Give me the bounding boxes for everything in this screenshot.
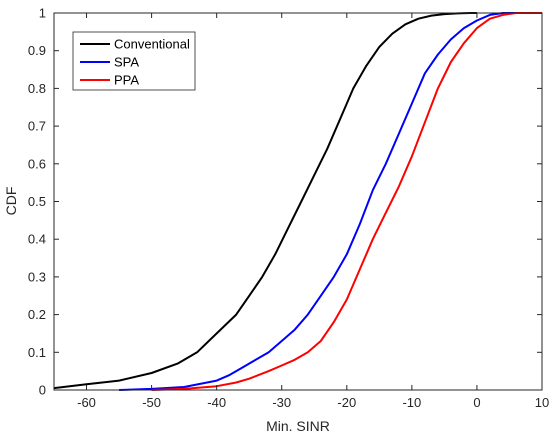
y-tick-label: 0.7 bbox=[28, 119, 46, 134]
series-line-conventional bbox=[53, 12, 477, 390]
x-tick-label: -60 bbox=[77, 395, 96, 410]
y-tick-label: 0.2 bbox=[28, 307, 46, 322]
y-tick-label: 1 bbox=[39, 6, 46, 21]
legend-label-spa: SPA bbox=[114, 55, 139, 70]
y-tick-label: 0.1 bbox=[28, 345, 46, 360]
series-line-spa bbox=[119, 12, 542, 391]
x-tick-label: -20 bbox=[337, 395, 356, 410]
x-tick-label: -40 bbox=[207, 395, 226, 410]
legend: Conventional SPA PPA bbox=[72, 31, 196, 91]
series-layer bbox=[53, 12, 542, 391]
y-tick-label: 0.8 bbox=[28, 81, 46, 96]
y-tick-label: 0.5 bbox=[28, 194, 46, 209]
y-axis: 0 0.1 0.2 0.3 0.4 0.5 0.6 0.7 0.8 0.9 1 bbox=[28, 6, 542, 398]
legend-label-conventional: Conventional bbox=[114, 37, 190, 52]
x-tick-label: -50 bbox=[142, 395, 161, 410]
x-tick-label: 10 bbox=[535, 395, 549, 410]
x-axis: -60 -50 -40 -30 -20 -10 0 10 bbox=[77, 13, 549, 410]
y-tick-label: 0.9 bbox=[28, 43, 46, 58]
x-tick-label: -30 bbox=[272, 395, 291, 410]
x-tick-label: 0 bbox=[473, 395, 480, 410]
legend-label-ppa: PPA bbox=[114, 73, 139, 88]
x-tick-label: -10 bbox=[402, 395, 421, 410]
y-tick-label: 0.3 bbox=[28, 269, 46, 284]
y-tick-label: 0 bbox=[39, 383, 46, 398]
y-axis-title: CDF bbox=[3, 187, 19, 216]
x-axis-title: Min. SINR bbox=[266, 418, 330, 434]
y-tick-label: 0.6 bbox=[28, 156, 46, 171]
y-tick-label: 0.4 bbox=[28, 232, 46, 247]
series-line-ppa bbox=[151, 12, 542, 391]
